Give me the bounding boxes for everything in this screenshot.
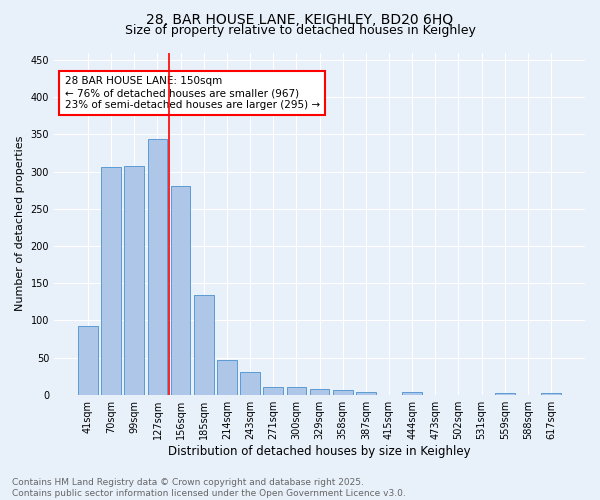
Bar xyxy=(217,360,237,394)
Bar xyxy=(541,393,561,394)
Bar xyxy=(263,388,283,394)
Bar xyxy=(171,186,190,394)
Bar xyxy=(310,389,329,394)
Bar xyxy=(194,295,214,394)
Bar xyxy=(124,166,144,394)
Bar xyxy=(333,390,353,394)
Y-axis label: Number of detached properties: Number of detached properties xyxy=(15,136,25,312)
Bar xyxy=(402,392,422,394)
Bar xyxy=(101,167,121,394)
Bar xyxy=(495,393,515,394)
Text: Size of property relative to detached houses in Keighley: Size of property relative to detached ho… xyxy=(125,24,475,37)
Bar xyxy=(78,326,98,394)
Bar xyxy=(287,386,306,394)
Text: Contains HM Land Registry data © Crown copyright and database right 2025.
Contai: Contains HM Land Registry data © Crown c… xyxy=(12,478,406,498)
Bar xyxy=(356,392,376,394)
Text: 28, BAR HOUSE LANE, KEIGHLEY, BD20 6HQ: 28, BAR HOUSE LANE, KEIGHLEY, BD20 6HQ xyxy=(146,12,454,26)
X-axis label: Distribution of detached houses by size in Keighley: Distribution of detached houses by size … xyxy=(168,444,471,458)
Bar xyxy=(148,139,167,394)
Bar xyxy=(240,372,260,394)
Text: 28 BAR HOUSE LANE: 150sqm
← 76% of detached houses are smaller (967)
23% of semi: 28 BAR HOUSE LANE: 150sqm ← 76% of detac… xyxy=(65,76,320,110)
